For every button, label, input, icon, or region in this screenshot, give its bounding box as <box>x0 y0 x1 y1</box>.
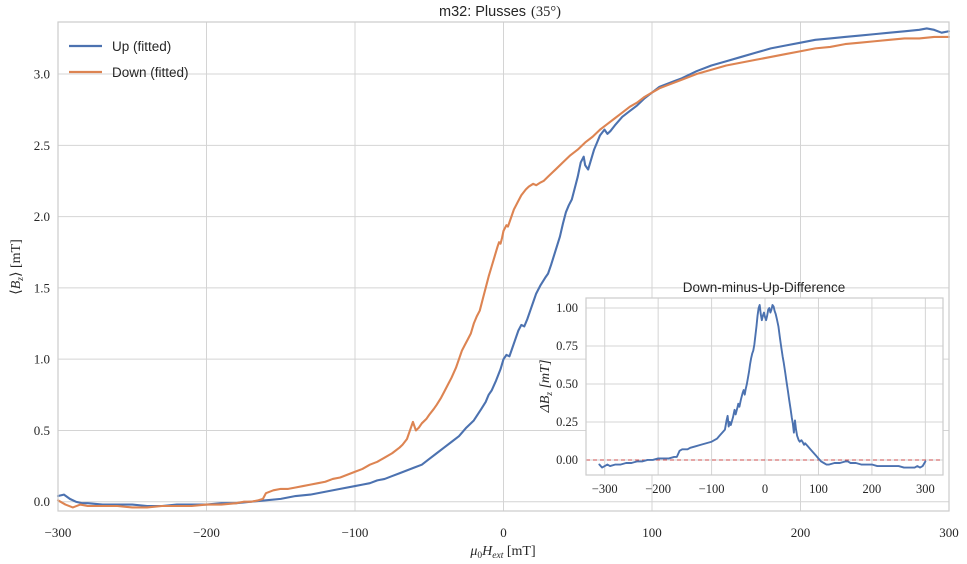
tick-label: −200 <box>645 482 671 496</box>
tick-label: −100 <box>342 525 369 540</box>
main-curves <box>56 27 951 509</box>
inset-x-tick-labels: −300 −200 −100 0 100 200 300 <box>592 482 935 496</box>
main-ylabel: ⟨Bz⟩ [mT] <box>9 239 26 294</box>
main-axes-frame <box>57 21 950 512</box>
tick-label: 0.5 <box>34 423 50 438</box>
inset-title: Down-minus-Up-Difference <box>683 280 846 295</box>
difference-series-line <box>598 304 927 469</box>
inset-axes-frame <box>585 297 944 476</box>
inset-y-tick-labels: 0.00 0.25 0.50 0.75 1.00 <box>556 301 578 467</box>
tick-label: 0.25 <box>556 415 578 429</box>
tick-label: 2.0 <box>34 209 50 224</box>
tick-label: 1.00 <box>556 301 578 315</box>
tick-label: 0 <box>500 525 507 540</box>
tick-label: −300 <box>45 525 72 540</box>
tick-label: −300 <box>592 482 618 496</box>
legend-label-up: Up (fitted) <box>112 39 171 54</box>
inset-ylabel: ΔBz [mT] <box>538 360 555 414</box>
tick-label: 100 <box>809 482 828 496</box>
tick-label: 300 <box>939 525 959 540</box>
tick-label: 0.75 <box>556 339 578 353</box>
main-y-tick-labels: 0.0 0.5 1.0 1.5 2.0 2.5 3.0 <box>34 67 50 510</box>
legend: Up (fitted) Down (fitted) <box>69 39 189 80</box>
tick-label: 200 <box>863 482 882 496</box>
chart-title: m32: Plusses (35°) <box>439 4 561 20</box>
tick-label: 200 <box>791 525 811 540</box>
tick-label: 2.5 <box>34 138 50 153</box>
tick-label: 0 <box>762 482 768 496</box>
tick-label: 0.50 <box>556 377 578 391</box>
main-x-tick-labels: −300 −200 −100 0 100 200 300 <box>45 525 959 540</box>
tick-label: 0.0 <box>34 494 50 509</box>
inset-grid <box>586 298 943 475</box>
legend-label-down: Down (fitted) <box>112 65 189 80</box>
tick-label: 0.00 <box>556 453 578 467</box>
tick-label: −200 <box>193 525 220 540</box>
tick-label: −100 <box>699 482 725 496</box>
inset-background <box>586 298 943 475</box>
tick-label: 1.0 <box>34 352 50 367</box>
tick-label: 1.5 <box>34 280 50 295</box>
down-series-line <box>56 35 951 509</box>
up-series-line <box>56 27 951 508</box>
inset-curves <box>586 304 943 469</box>
main-xlabel: μ0Hext [mT] <box>469 544 535 561</box>
tick-label: 100 <box>642 525 662 540</box>
tick-label: 3.0 <box>34 67 50 82</box>
tick-label: 300 <box>916 482 935 496</box>
